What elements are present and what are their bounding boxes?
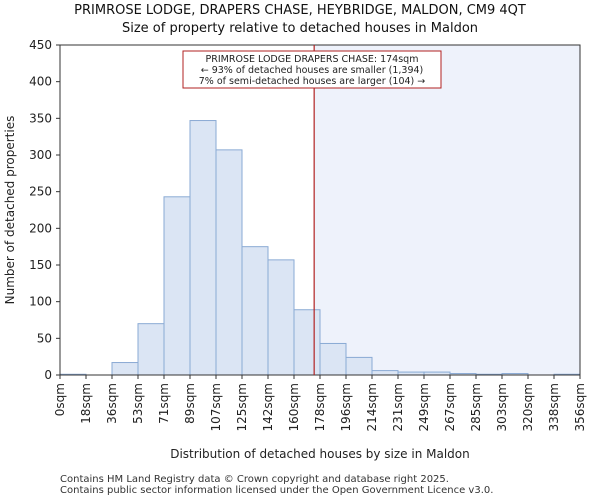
annotation-line-2: ← 93% of detached houses are smaller (1,…	[201, 65, 424, 76]
annotation-line-3: 7% of semi-detached houses are larger (1…	[199, 76, 426, 87]
bar-214sqm	[371, 370, 399, 376]
y-tick-label: 50	[37, 331, 52, 345]
annotation-line-1: PRIMROSE LODGE DRAPERS CHASE: 174sqm	[206, 54, 419, 65]
y-tick-label: 250	[29, 185, 52, 199]
x-tick-label: 36sqm	[105, 383, 119, 424]
x-tick-label: 18sqm	[79, 383, 93, 424]
x-tick-label: 249sqm	[417, 383, 431, 431]
y-tick-label: 450	[29, 38, 52, 52]
x-tick-label: 196sqm	[339, 383, 353, 431]
chart-title: PRIMROSE LODGE, DRAPERS CHASE, HEYBRIDGE…	[74, 3, 526, 18]
footer-line-1: Contains HM Land Registry data © Crown c…	[60, 474, 449, 485]
x-tick-label: 89sqm	[183, 383, 197, 424]
y-tick-label: 100	[29, 295, 52, 309]
x-tick-label: 160sqm	[287, 383, 301, 431]
x-tick-label: 125sqm	[235, 383, 249, 431]
x-tick-label: 231sqm	[391, 383, 405, 431]
x-tick-label: 338sqm	[547, 383, 561, 431]
y-tick-label: 150	[29, 258, 52, 272]
bar-89sqm	[189, 120, 217, 376]
x-tick-label: 320sqm	[521, 383, 535, 431]
x-tick-label: 71sqm	[157, 383, 171, 424]
bar-178sqm	[319, 342, 347, 376]
annotation-box	[182, 50, 442, 89]
y-tick-label: 400	[29, 75, 52, 89]
bar-142sqm	[267, 259, 295, 376]
bar-71sqm	[163, 196, 191, 376]
bar-125sqm	[241, 246, 269, 376]
y-tick-label: 300	[29, 148, 52, 162]
x-tick-label: 267sqm	[443, 383, 457, 431]
x-axis-label: Distribution of detached houses by size …	[170, 447, 470, 461]
x-tick-label: 53sqm	[131, 383, 145, 424]
x-tick-label: 0sqm	[53, 383, 67, 416]
chart-subtitle: Size of property relative to detached ho…	[121, 21, 479, 36]
y-tick-label: 200	[29, 221, 52, 235]
bar-107sqm	[215, 149, 243, 376]
x-tick-label: 303sqm	[495, 383, 509, 431]
y-axis-label: Number of detached properties	[3, 116, 17, 305]
bar-36sqm	[111, 362, 139, 376]
bar-160sqm	[293, 309, 321, 376]
x-tick-label: 214sqm	[365, 383, 379, 431]
x-tick-label: 356sqm	[573, 383, 587, 431]
x-tick-label: 178sqm	[313, 383, 327, 431]
footer-line-2: Contains public sector information licen…	[60, 485, 494, 496]
bar-196sqm	[345, 356, 373, 376]
bar-53sqm	[137, 323, 165, 376]
y-tick-label: 350	[29, 111, 52, 125]
x-tick-label: 142sqm	[261, 383, 275, 431]
larger-region-shade	[314, 45, 580, 375]
x-tick-label: 285sqm	[469, 383, 483, 431]
y-tick-label: 0	[44, 368, 52, 382]
x-tick-label: 107sqm	[209, 383, 223, 431]
